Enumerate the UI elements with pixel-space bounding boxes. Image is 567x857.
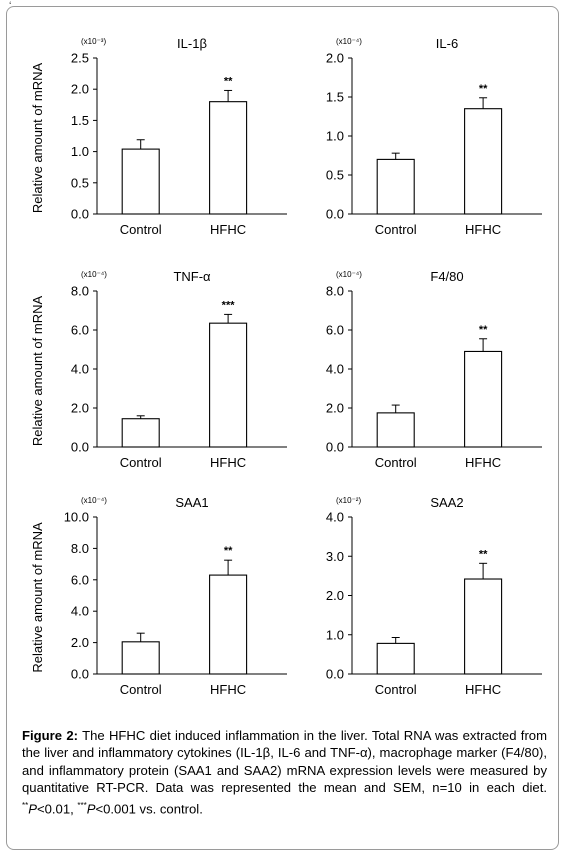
y-tick-label: 1.5 — [71, 113, 89, 128]
panel-3: TNF-α (x10⁻⁴) Relative amount of mRNA 0.0 2.… — [30, 269, 287, 470]
bar-hfhc — [209, 101, 248, 215]
y-tick-label: 0.0 — [326, 207, 344, 222]
x-tick-label: HFHC — [210, 222, 246, 237]
y-tick-label: 4.0 — [326, 362, 344, 377]
y-axis-label: Relative amount of mRNA — [30, 296, 45, 447]
caption-sig-3: *** — [77, 800, 87, 810]
caption-p-2-value: <0.001 vs. control. — [95, 800, 203, 816]
y-tick-label: 8.0 — [71, 541, 89, 556]
panel-title: IL-6 — [436, 36, 458, 51]
y-axis-label: Relative amount of mRNA — [30, 63, 45, 214]
caption-p-2: P — [86, 800, 96, 816]
bar-hfhc — [464, 350, 503, 448]
significance-marker: *** — [222, 299, 236, 311]
significance-marker: ** — [479, 548, 488, 560]
figure-caption: Figure 2: The HFHC diet induced inflamma… — [22, 727, 547, 817]
x-tick-label: Control — [375, 222, 417, 237]
x-tick-label: Control — [375, 455, 417, 470]
bar-control — [121, 641, 160, 675]
panel-title: TNF-α — [173, 269, 211, 284]
y-tick-label: 0.0 — [71, 207, 89, 222]
caption-p-1: P — [28, 800, 37, 816]
y-tick-label: 4.0 — [326, 510, 344, 525]
y-tick-label: 6.0 — [71, 572, 89, 587]
caption-figure-label: Figure 2: — [22, 728, 78, 743]
bar-control — [121, 418, 160, 448]
y-tick-label: 1.0 — [326, 627, 344, 642]
panel-title: F4/80 — [430, 269, 463, 284]
significance-marker: ** — [479, 83, 488, 95]
y-tick-label: 1.0 — [71, 144, 89, 159]
caption-text: The HFHC diet induced inflammation in th… — [22, 728, 547, 796]
y-tick-label: 4.0 — [71, 604, 89, 619]
y-tick-label: 0.5 — [71, 175, 89, 190]
significance-marker: ** — [479, 324, 488, 336]
scale-label: (x10⁻⁴) — [81, 496, 107, 505]
x-tick-label: HFHC — [465, 682, 501, 697]
y-tick-label: 2.0 — [326, 401, 344, 416]
bar-hfhc — [209, 322, 248, 448]
y-tick-label: 2.5 — [71, 51, 89, 66]
x-tick-label: HFHC — [210, 455, 246, 470]
y-tick-label: 2.0 — [326, 51, 344, 66]
y-tick-label: 2.0 — [71, 635, 89, 650]
significance-marker: ** — [224, 75, 233, 87]
y-tick-label: 1.0 — [326, 129, 344, 144]
panel-5: SAA1 (x10⁻⁴) Relative amount of mRNA 0.0 2.0… — [30, 495, 287, 697]
corner-mark: ‘ — [9, 0, 12, 12]
x-tick-label: HFHC — [465, 455, 501, 470]
scale-label: (x10⁻²) — [336, 496, 361, 505]
panel-1: IL-1β (x10⁻³) Relative amount of mRNA 0.0 0.… — [30, 36, 287, 237]
x-tick-label: Control — [120, 682, 162, 697]
figure-frame — [6, 6, 559, 850]
y-tick-label: 0.0 — [71, 440, 89, 455]
x-tick-label: Control — [375, 682, 417, 697]
y-tick-label: 6.0 — [71, 323, 89, 338]
y-tick-label: 2.0 — [71, 82, 89, 97]
panel-4: F4/80 (x10⁻⁴) 0.0 2.0 4.0 6.0 8.0 Control ** HFHC — [326, 269, 542, 470]
figure-panels: IL-1β (x10⁻³) Relative amount of mRNA 0.0 0.… — [30, 36, 542, 697]
caption-sig-2: ** — [22, 800, 29, 810]
bar-hfhc — [464, 108, 503, 215]
panel-2: IL-6 (x10⁻⁴) 0.0 0.5 1.0 1.5 2.0 Control ** HFHC — [326, 36, 542, 237]
y-tick-label: 0.0 — [326, 667, 344, 682]
y-tick-label: 8.0 — [71, 284, 89, 299]
caption-p-1-value: <0.01, — [36, 800, 78, 816]
scale-label: (x10⁻³) — [81, 37, 106, 46]
x-tick-label: HFHC — [465, 222, 501, 237]
y-tick-label: 2.0 — [326, 588, 344, 603]
y-tick-label: 0.5 — [326, 168, 344, 183]
significance-marker: ** — [224, 545, 233, 557]
y-axis-label: Relative amount of mRNA — [30, 522, 45, 673]
scale-label: (x10⁻⁴) — [81, 270, 107, 279]
bar-control — [376, 642, 415, 675]
y-tick-label: 0.0 — [71, 667, 89, 682]
bar-control — [376, 158, 415, 215]
y-tick-label: 1.5 — [326, 90, 344, 105]
panel-title: SAA1 — [175, 495, 208, 510]
y-tick-label: 3.0 — [326, 549, 344, 564]
bar-hfhc — [464, 578, 503, 675]
x-tick-label: HFHC — [210, 682, 246, 697]
y-tick-label: 4.0 — [71, 362, 89, 377]
panel-6: SAA2 (x10⁻²) 0.0 1.0 2.0 3.0 4.0 Control ** HFHC — [326, 495, 542, 697]
bar-hfhc — [209, 574, 248, 675]
bar-control — [376, 412, 415, 448]
y-tick-label: 6.0 — [326, 323, 344, 338]
scale-label: (x10⁻⁴) — [336, 270, 362, 279]
y-tick-label: 2.0 — [71, 401, 89, 416]
scale-label: (x10⁻⁴) — [336, 37, 362, 46]
y-tick-label: 8.0 — [326, 284, 344, 299]
x-tick-label: Control — [120, 455, 162, 470]
y-tick-label: 10.0 — [64, 510, 89, 525]
bar-control — [121, 148, 160, 215]
panel-title: SAA2 — [430, 495, 463, 510]
x-tick-label: Control — [120, 222, 162, 237]
panel-title: IL-1β — [177, 36, 207, 51]
y-tick-label: 0.0 — [326, 440, 344, 455]
